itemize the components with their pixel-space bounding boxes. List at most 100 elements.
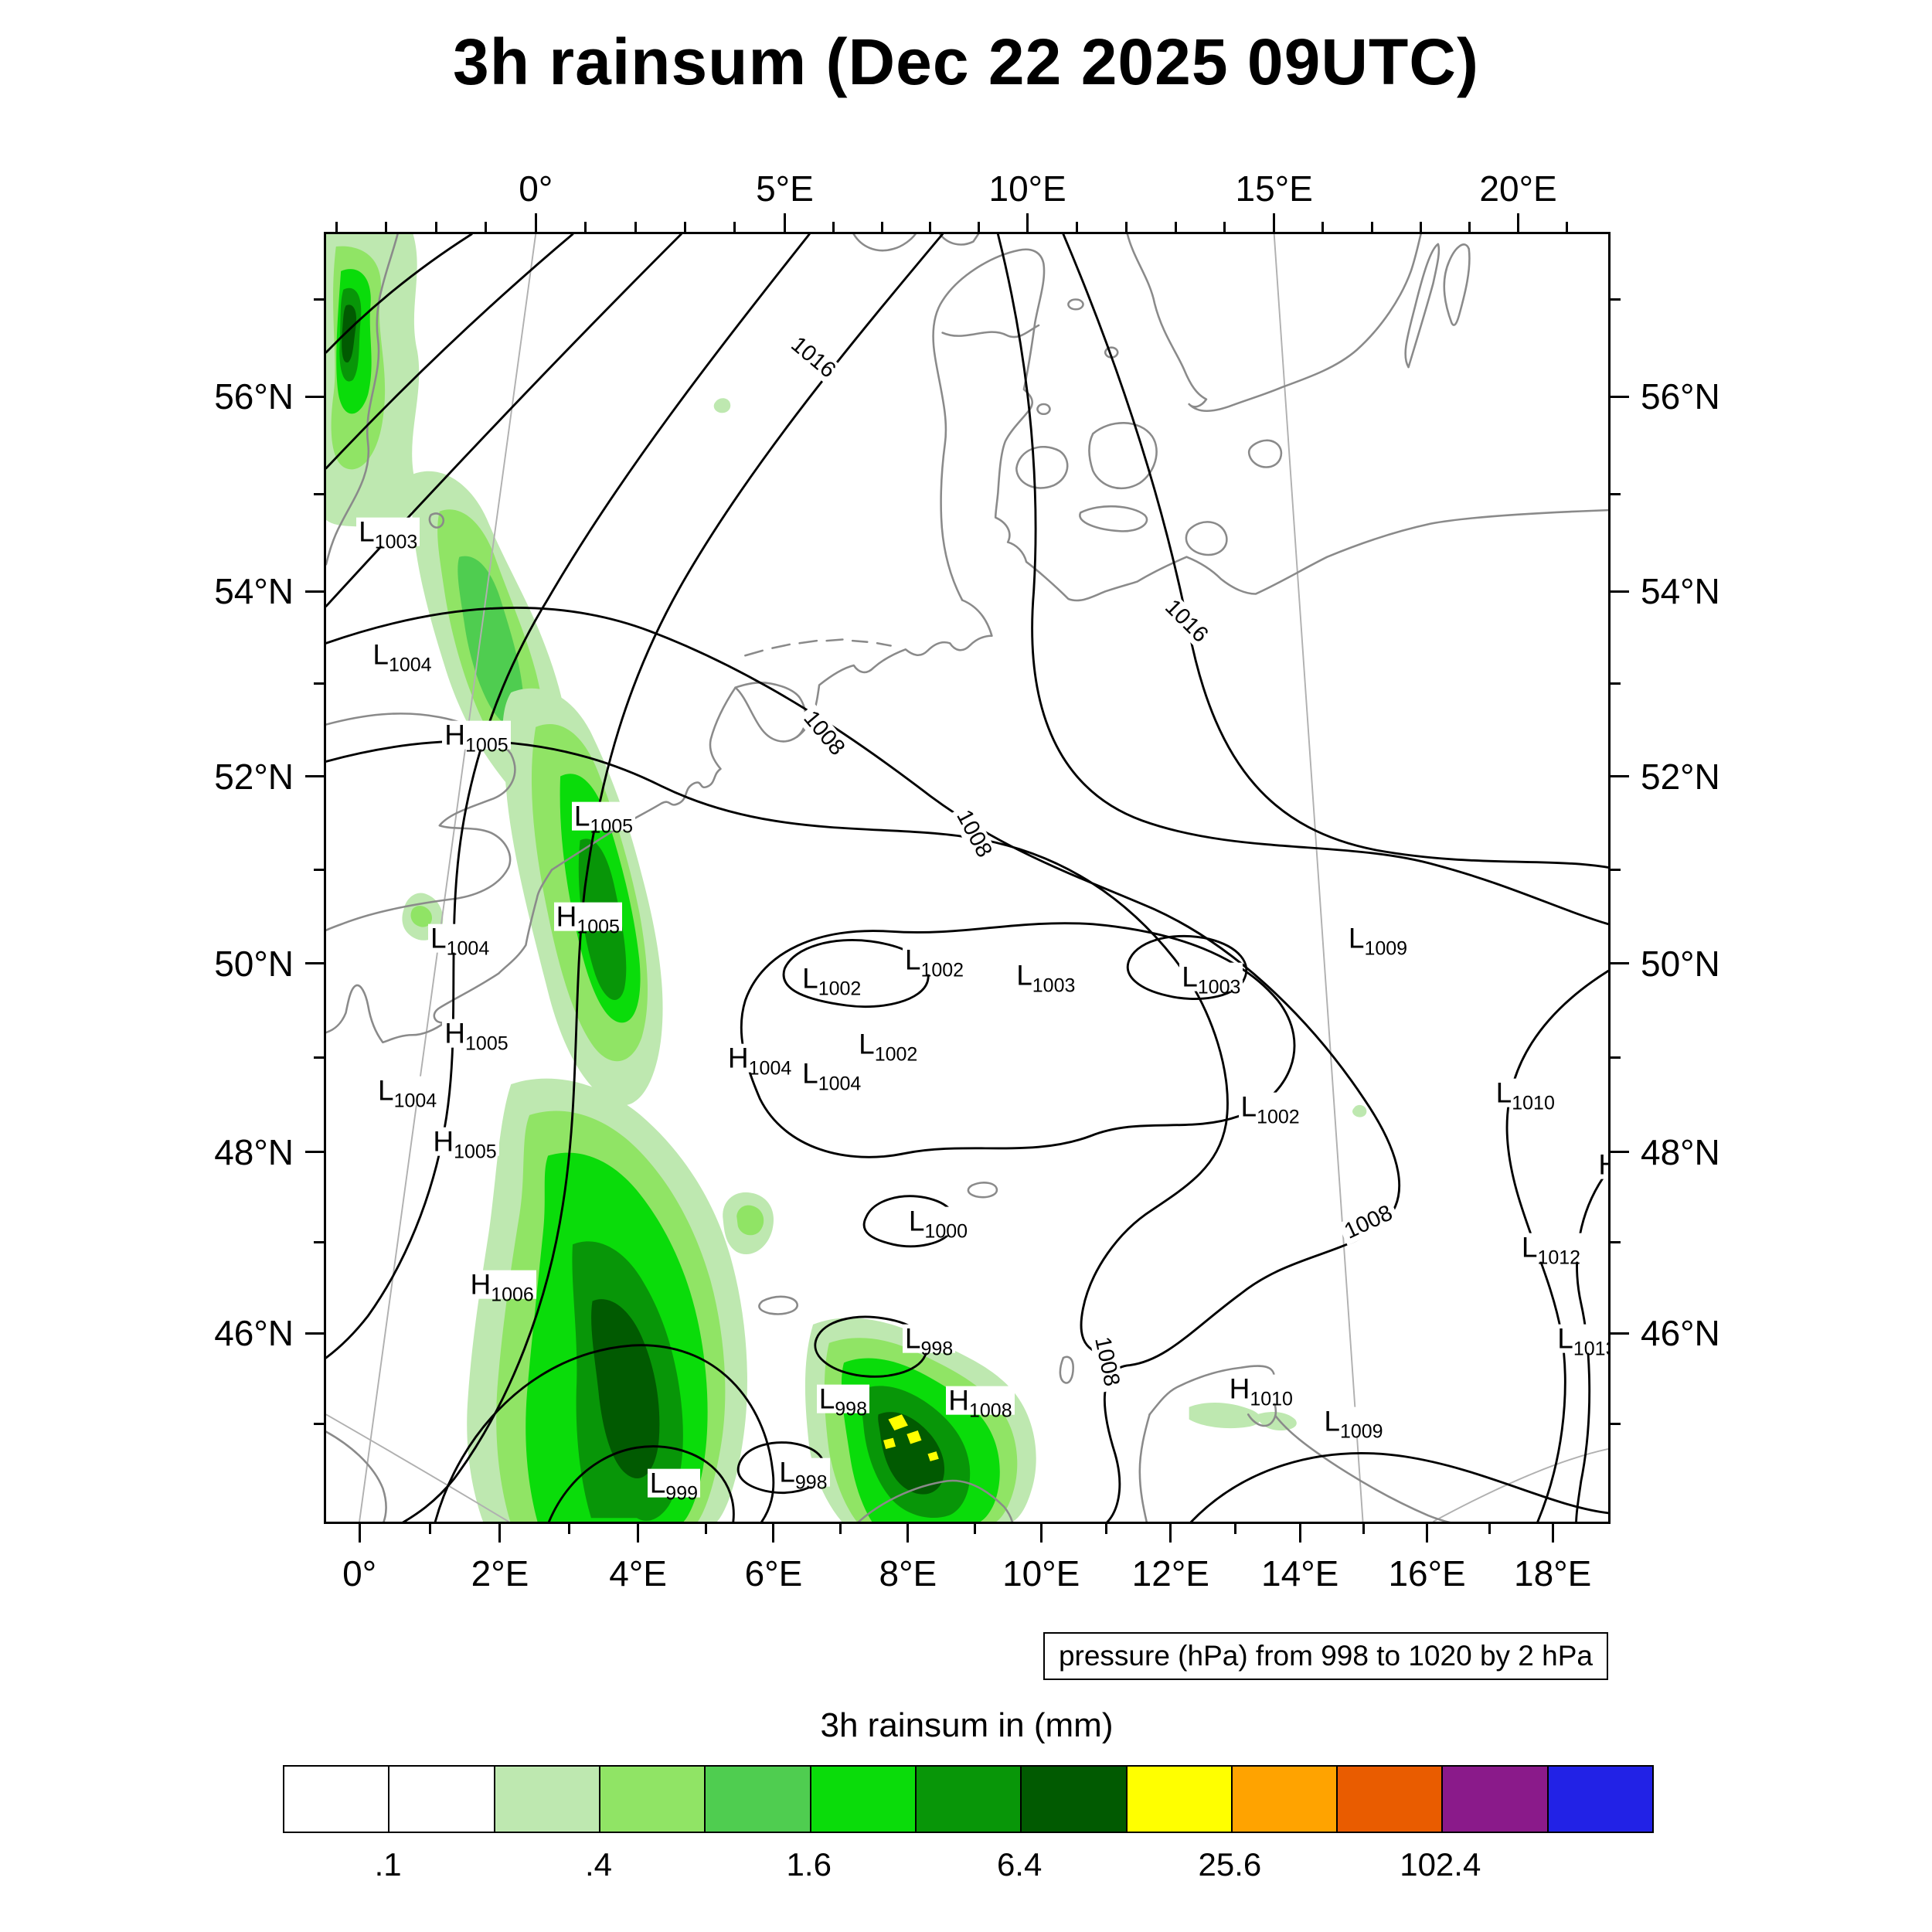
pressure-center-letter: L: [359, 515, 375, 548]
pressure-center: L1005: [571, 801, 636, 836]
pressure-center-value: 998: [920, 1338, 954, 1360]
coast-france-channel: [326, 869, 553, 1044]
pressure-center-value: 1003: [1032, 975, 1076, 997]
pressure-center-letter: L: [378, 1074, 394, 1107]
axis-label-right: 46°N: [1641, 1313, 1720, 1354]
coast-gotland: [1443, 243, 1471, 326]
axis-tick-minor: [1124, 222, 1128, 232]
pressure-center-letter: H: [727, 1042, 749, 1074]
pressure-center-letter: H: [556, 900, 577, 933]
axis-tick-major: [1517, 213, 1520, 232]
lake-garda: [1059, 1355, 1074, 1384]
pressure-center: H: [1596, 1150, 1608, 1179]
pressure-note: pressure (hPa) from 998 to 1020 by 2 hPa: [1043, 1632, 1608, 1680]
colorbar-cell: [1020, 1767, 1126, 1832]
axis-label-right: 50°N: [1641, 943, 1720, 984]
axis-tick-major: [1611, 590, 1629, 593]
pressure-center-value: 1004: [818, 1073, 862, 1095]
axis-tick-minor: [1223, 222, 1226, 232]
axis-tick-minor: [1321, 222, 1325, 232]
axis-label-top: 0°: [519, 168, 553, 209]
pressure-center-value: 1010: [1512, 1092, 1555, 1114]
pressure-center: L1003: [1014, 961, 1078, 995]
colorbar-cell: [1230, 1767, 1337, 1832]
axis-label-left: 46°N: [214, 1313, 294, 1354]
pressure-center: L998: [902, 1324, 956, 1359]
pressure-center-value: 1009: [1339, 1420, 1383, 1443]
lake-constance: [967, 1182, 998, 1199]
axis-tick-minor: [314, 1056, 324, 1060]
pressure-center-value: 1002: [874, 1043, 918, 1066]
pressure-center: L1002: [856, 1028, 920, 1064]
colorbar-cell: [1125, 1767, 1231, 1832]
pressure-center-letter: H: [470, 1268, 492, 1301]
coast-german-bight: [796, 599, 993, 738]
pressure-center: L1002: [902, 945, 967, 980]
pressure-center: L1009: [1345, 923, 1410, 958]
pressure-center-letter: L: [908, 1206, 925, 1238]
axis-label-right: 48°N: [1641, 1131, 1720, 1172]
axis-label-right: 52°N: [1641, 756, 1720, 797]
axis-tick-minor: [314, 682, 324, 685]
pressure-center-letter: L: [1495, 1077, 1512, 1109]
pressure-center: H1005: [442, 1017, 511, 1053]
axis-tick-minor: [385, 222, 388, 232]
axis-label-bottom: 2°E: [471, 1553, 529, 1594]
colorbar-cell: [493, 1767, 599, 1832]
colorbar-cell: [1336, 1767, 1442, 1832]
axis-tick-minor: [1468, 222, 1471, 232]
pressure-center-value: 1002: [1257, 1106, 1300, 1128]
pressure-center-letter: L: [372, 639, 389, 672]
pressure-center-value: 1005: [590, 815, 634, 838]
pressure-center: H1008: [946, 1384, 1015, 1420]
pressure-center-letter: L: [859, 1028, 875, 1060]
axis-tick-major: [1611, 1332, 1629, 1335]
pressure-center-letter: H: [948, 1384, 969, 1417]
axis-tick-major: [534, 213, 537, 232]
axis-tick-minor: [733, 222, 736, 232]
pressure-center-value: 1000: [924, 1221, 968, 1243]
axis-tick-minor: [1075, 222, 1078, 232]
pressure-center-letter: L: [649, 1467, 666, 1499]
pressure-center-letter: H: [444, 1017, 466, 1049]
map-canvas: [326, 234, 1608, 1522]
pressure-center-letter: L: [802, 962, 818, 995]
coast-ijsselmeer: [734, 682, 807, 743]
coast-limfjord: [941, 324, 1040, 338]
axis-tick-major: [1169, 1524, 1172, 1543]
axis-tick-minor: [1370, 222, 1373, 232]
axis-tick-major: [1611, 775, 1629, 778]
axis-tick-minor: [335, 222, 338, 232]
pressure-center-value: 1009: [1364, 937, 1408, 960]
axis-tick-major: [305, 962, 324, 965]
axis-tick-major: [1551, 1524, 1554, 1543]
axis-tick-major: [783, 213, 786, 232]
axis-label-bottom: 0°: [342, 1553, 377, 1594]
colorbar-tick-label: 25.6: [1198, 1846, 1262, 1883]
axis-label-bottom: 12°E: [1131, 1553, 1209, 1594]
pressure-center-value: 998: [794, 1471, 828, 1494]
axis-tick-major: [906, 1524, 910, 1543]
colorbar-cell: [914, 1767, 1021, 1832]
pressure-center-letter: H: [444, 719, 466, 751]
pressure-center: L998: [816, 1385, 869, 1420]
map-panel: L1003 L1004 H1005 L1005 H1005 L1004 L1002 L1002…: [324, 232, 1611, 1524]
pressure-center-value: 1002: [920, 959, 964, 981]
axis-tick-minor: [839, 1524, 842, 1534]
coast-sweden: [1126, 234, 1422, 413]
pressure-center: H1010: [1226, 1374, 1295, 1409]
colorbar-tick-label: .1: [374, 1846, 402, 1883]
axis-tick-minor: [684, 222, 687, 232]
pressure-center: L1010: [1493, 1077, 1557, 1113]
pressure-center: H1006: [468, 1268, 536, 1304]
coast-oland: [1404, 243, 1440, 369]
axis-tick-minor: [1566, 222, 1569, 232]
axis-tick-minor: [314, 492, 324, 495]
axis-tick-major: [305, 395, 324, 398]
axis-tick-major: [1039, 1524, 1043, 1543]
coast-lolland: [1079, 505, 1148, 532]
axis-tick-minor: [314, 1241, 324, 1244]
axis-label-left: 48°N: [214, 1131, 294, 1172]
axis-tick-minor: [978, 222, 981, 232]
axis-tick-minor: [434, 222, 437, 232]
